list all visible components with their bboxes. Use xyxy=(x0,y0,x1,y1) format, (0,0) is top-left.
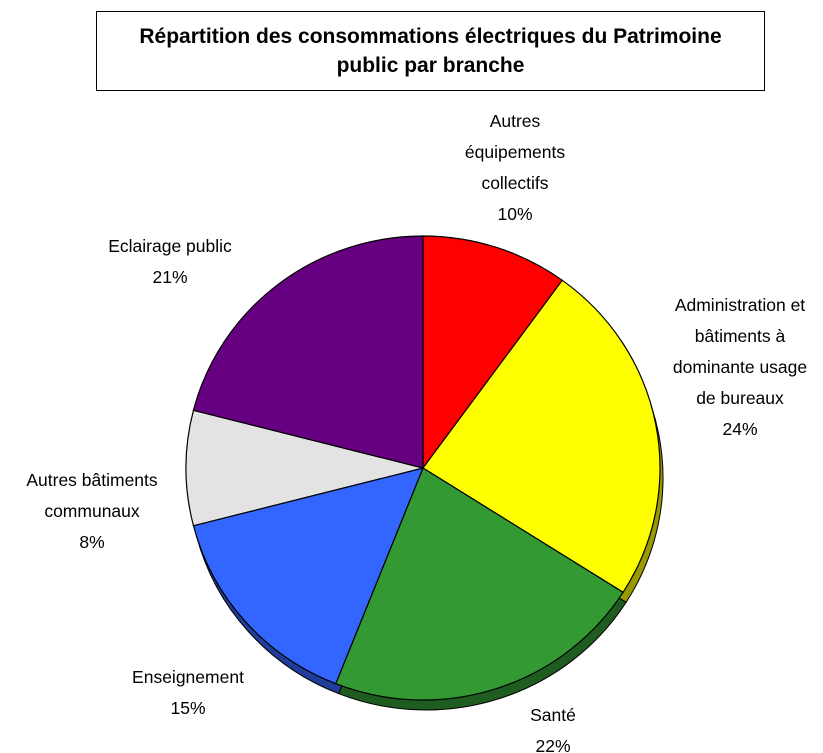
slice-value-label: 15% xyxy=(170,698,205,718)
slice-name-label: Autres xyxy=(490,111,541,131)
chart-title: Répartition des consommations électrique… xyxy=(96,11,765,91)
slice-value-label: 10% xyxy=(497,204,532,224)
slice-name-label: Administration et xyxy=(675,295,805,315)
slice-name-label: Enseignement xyxy=(132,667,244,687)
pie-slice xyxy=(422,279,661,594)
slice-name-label: Eclairage public xyxy=(108,236,232,256)
slice-name-label: équipements xyxy=(465,142,565,162)
slice-value-label: 24% xyxy=(722,419,757,439)
slice-name-label: de bureaux xyxy=(696,388,784,408)
slice-name-label: collectifs xyxy=(481,173,548,193)
slice-name-label: Santé xyxy=(530,705,576,725)
pie-slice xyxy=(334,467,624,701)
pie-slice xyxy=(422,235,564,470)
slice-label: Administration et bâtiments à dominante us… xyxy=(673,295,807,439)
pie-slices xyxy=(185,235,661,701)
slice-labels: Autres équipements collectifs 10% Administra… xyxy=(26,111,807,753)
slice-value-label: 8% xyxy=(79,532,104,552)
slice-name-label: communaux xyxy=(44,501,140,521)
slice-name-label: bâtiments à xyxy=(695,326,786,346)
pie-slice xyxy=(192,235,424,469)
slice-label: Santé 22% xyxy=(530,705,576,753)
slice-name-label: dominante usage xyxy=(673,357,807,377)
slice-name-label: Autres bâtiments xyxy=(26,470,158,490)
slice-label: Enseignement 15% xyxy=(132,667,244,718)
slice-label: Eclairage public 21% xyxy=(108,236,232,287)
slice-value-label: 22% xyxy=(535,736,570,753)
pie-slice xyxy=(192,467,424,685)
pie-slice xyxy=(185,409,424,527)
slice-label: Autres équipements collectifs 10% xyxy=(465,111,565,224)
slice-value-label: 21% xyxy=(152,267,187,287)
slice-label: Autres bâtiments communaux 8% xyxy=(26,470,158,552)
